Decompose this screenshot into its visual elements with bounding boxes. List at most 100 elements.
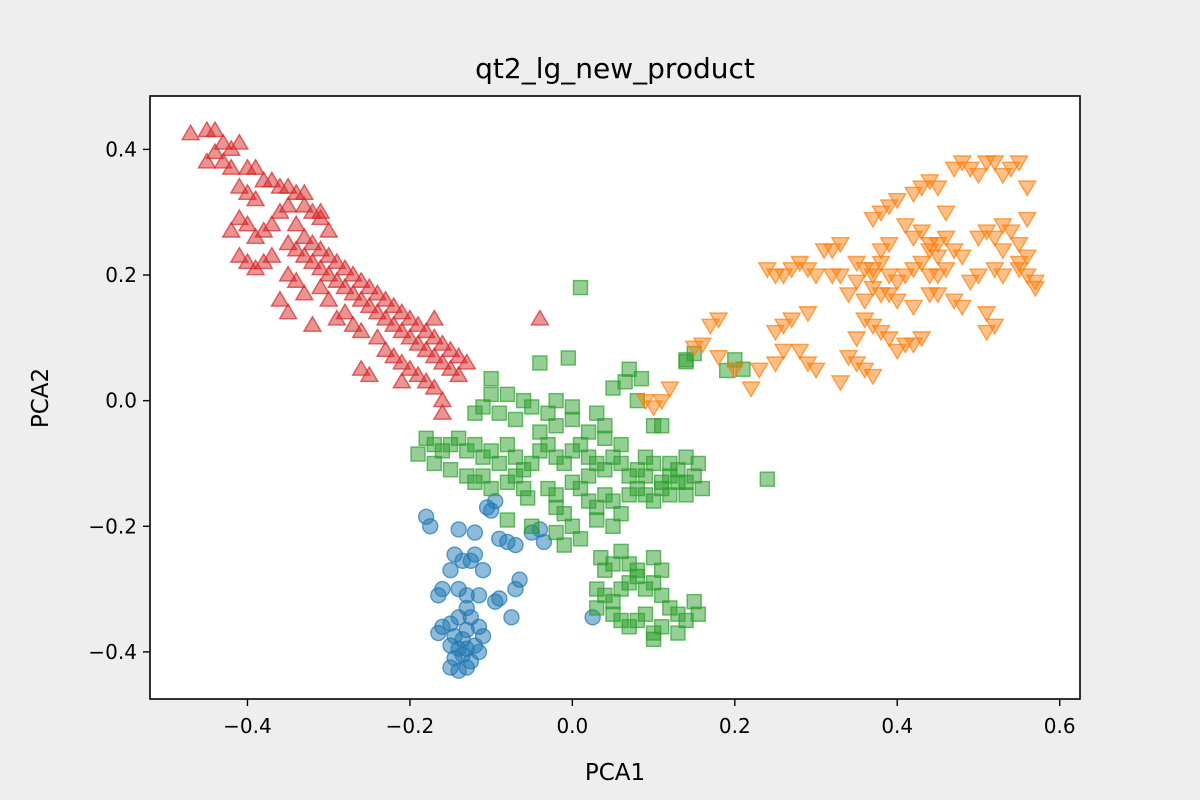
point-triangle-up-s3-8 <box>213 152 233 169</box>
point-square-s1-40 <box>483 443 499 459</box>
point-triangle-up-s3-38 <box>335 258 355 276</box>
point-triangle-up-s3-23 <box>262 214 282 232</box>
point-triangle-up-s3-34 <box>302 233 323 251</box>
point-triangle-up-s3-20 <box>294 183 315 201</box>
y-tick-label: −0.4 <box>88 640 137 664</box>
point-triangle-up-s3-75 <box>448 365 469 383</box>
y-axis-label: PCA2 <box>28 368 54 428</box>
point-circle-s0-2 <box>450 521 467 538</box>
point-triangle-up-s3-58 <box>310 258 331 276</box>
point-triangle-down-s2-123 <box>1025 280 1046 298</box>
point-triangle-up-s3-92 <box>424 309 445 326</box>
point-square-s1-138 <box>556 506 572 522</box>
point-triangle-down-s2-70 <box>757 262 778 279</box>
point-square-s1-145 <box>548 392 564 409</box>
point-triangle-down-s2-52 <box>920 236 940 254</box>
point-triangle-down-s2-20 <box>1001 224 1021 241</box>
point-triangle-down-s2-121 <box>993 243 1013 260</box>
point-triangle-down-s2-98 <box>765 324 786 342</box>
point-triangle-up-s3-47 <box>408 315 428 332</box>
point-triangle-up-s3-0 <box>180 123 201 141</box>
point-triangle-up-s3-95 <box>318 290 339 307</box>
point-triangle-up-s3-21 <box>278 196 298 213</box>
point-triangle-up-s3-74 <box>440 359 461 376</box>
point-triangle-up-s3-35 <box>310 240 331 257</box>
point-triangle-down-s2-74 <box>928 287 948 304</box>
point-triangle-up-s3-84 <box>408 365 428 383</box>
point-triangle-down-s2-30 <box>863 211 883 229</box>
point-triangle-down-s2-65 <box>798 262 818 279</box>
point-square-s1-98 <box>524 518 540 534</box>
point-triangle-up-s3-83 <box>400 359 420 376</box>
point-square-s1-102 <box>556 537 572 553</box>
point-triangle-down-s2-31 <box>871 205 891 223</box>
point-square-s1-128 <box>654 619 670 635</box>
point-triangle-up-s3-105 <box>278 302 298 320</box>
point-triangle-up-s3-51 <box>440 340 461 358</box>
point-triangle-up-s3-52 <box>448 346 469 364</box>
point-triangle-down-s2-33 <box>887 192 907 210</box>
point-triangle-down-s2-47 <box>1009 155 1029 172</box>
point-triangle-up-s3-37 <box>327 252 347 270</box>
point-triangle-down-s2-35 <box>911 180 932 197</box>
point-square-s1-0 <box>572 279 589 296</box>
point-square-s1-104 <box>605 518 621 534</box>
point-square-s1-142 <box>678 449 694 465</box>
point-triangle-up-s3-61 <box>335 277 355 295</box>
point-triangle-down-s2-118 <box>871 243 891 260</box>
point-triangle-down-s2-34 <box>903 186 924 204</box>
point-triangle-up-s3-49 <box>424 327 445 345</box>
point-triangle-up-s3-80 <box>375 340 396 358</box>
point-triangle-up-s3-67 <box>383 315 404 332</box>
point-triangle-up-s3-13 <box>262 170 282 188</box>
point-triangle-up-s3-22 <box>270 202 290 219</box>
point-circle-s0-16 <box>474 562 492 579</box>
point-triangle-down-s2-54 <box>903 262 924 279</box>
point-square-s1-25 <box>548 418 564 434</box>
point-circle-s0-15 <box>466 546 484 563</box>
point-triangle-up-s3-108 <box>237 252 258 270</box>
point-square-s1-23 <box>507 411 524 428</box>
point-triangle-down-s2-39 <box>944 161 964 179</box>
point-triangle-down-s2-46 <box>1001 161 1021 179</box>
point-triangle-up-s3-65 <box>367 302 388 320</box>
point-square-s1-22 <box>491 405 507 421</box>
point-square-s1-36 <box>450 430 467 447</box>
point-square-s1-101 <box>572 531 589 547</box>
point-square-s1-94 <box>670 474 686 490</box>
point-triangle-up-s3-77 <box>343 315 363 332</box>
point-triangle-down-s2-120 <box>1009 255 1029 273</box>
point-square-s1-122 <box>589 600 605 616</box>
point-triangle-down-s2-45 <box>993 167 1013 185</box>
x-axis-label: PCA1 <box>585 760 645 786</box>
point-triangle-up-s3-60 <box>327 271 347 288</box>
point-triangle-down-s2-81 <box>846 331 867 348</box>
point-square-s1-139 <box>580 468 597 484</box>
point-triangle-up-s3-104 <box>270 290 290 307</box>
point-triangle-up-s3-106 <box>302 315 323 332</box>
point-triangle-down-s2-50 <box>903 230 924 248</box>
point-square-s1-38 <box>467 436 483 453</box>
point-triangle-down-s2-94 <box>725 362 745 380</box>
point-triangle-down-s2-104 <box>660 381 680 398</box>
point-square-s1-43 <box>507 449 524 465</box>
point-square-s1-73 <box>475 468 491 484</box>
x-tick-label: 0.0 <box>556 714 588 738</box>
point-triangle-down-s2-60 <box>846 274 867 292</box>
point-square-s1-24 <box>532 424 548 440</box>
point-triangle-up-s3-9 <box>221 158 241 175</box>
point-triangle-up-s3-46 <box>400 309 420 326</box>
point-triangle-up-s3-40 <box>351 271 371 288</box>
point-triangle-up-s3-6 <box>205 142 225 160</box>
point-square-s1-118 <box>629 568 646 585</box>
point-triangle-up-s3-78 <box>351 321 371 339</box>
point-circle-s0-6 <box>478 499 496 516</box>
point-triangle-down-s2-115 <box>920 268 940 285</box>
point-circle-s0-1 <box>422 518 439 535</box>
point-triangle-down-s2-107 <box>635 393 656 411</box>
point-triangle-down-s2-105 <box>643 400 664 417</box>
point-square-s1-54 <box>597 462 613 478</box>
y-tick-label: 0.0 <box>105 389 137 413</box>
point-triangle-up-s3-91 <box>432 403 453 420</box>
point-square-s1-31 <box>654 418 670 434</box>
